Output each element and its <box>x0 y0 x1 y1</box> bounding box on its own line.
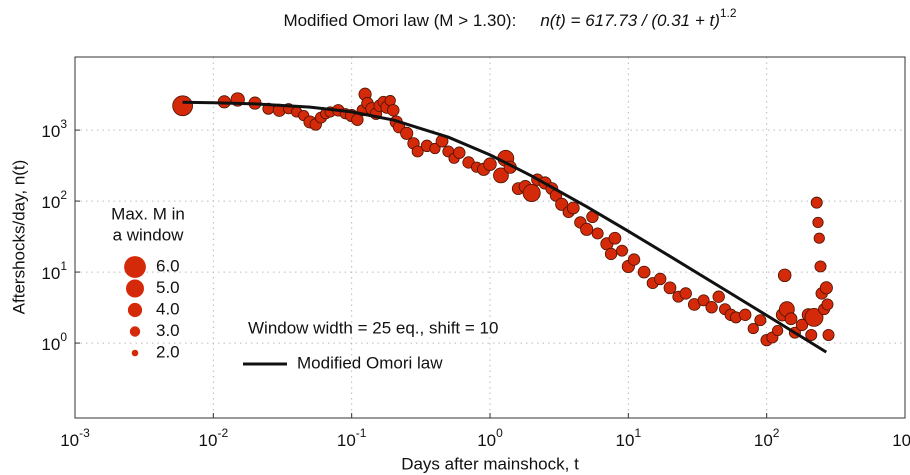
scatter-point <box>566 201 580 215</box>
scatter-point <box>805 328 818 341</box>
size-legend-dot <box>127 302 143 318</box>
curve-line <box>182 100 828 354</box>
title-text: Modified Omori law (M > 1.30): <box>283 11 516 30</box>
size-legend-label: 3.0 <box>156 321 180 340</box>
scatter-point <box>814 260 827 273</box>
scatter-point <box>604 247 618 261</box>
scatter-point <box>754 314 767 327</box>
y-tick-label: 102 <box>41 188 67 212</box>
scatter-point <box>663 281 677 295</box>
scatter-point <box>821 298 834 311</box>
scatter-point <box>591 227 604 240</box>
scatter-point <box>616 244 628 257</box>
size-legend-label: 6.0 <box>156 256 180 275</box>
scatter-point <box>679 287 692 300</box>
scatter-point <box>580 222 594 236</box>
scatter-point <box>493 167 509 184</box>
plot-area <box>75 57 905 418</box>
y-axis-label: Aftershocks/day, n(t) <box>9 160 28 315</box>
y-tick-label: 100 <box>41 330 67 354</box>
scatter-point <box>784 312 798 326</box>
scatter-point <box>705 301 718 314</box>
scatter-point <box>739 308 752 321</box>
x-tick-label: 103 <box>892 426 910 450</box>
scatter-point <box>627 253 641 266</box>
scatter-point <box>483 157 497 172</box>
y-tick-label: 103 <box>41 117 67 141</box>
scatter-point <box>522 183 541 203</box>
scatter-point <box>608 231 622 245</box>
scatter-point <box>812 216 824 229</box>
size-legend-dot <box>124 256 146 278</box>
x-tick-label: 100 <box>477 426 503 450</box>
size-legend-label: 4.0 <box>156 299 180 318</box>
x-tick-label: 10-3 <box>60 426 90 450</box>
scatter-point <box>400 126 414 140</box>
x-tick-label: 101 <box>616 426 642 450</box>
scatter-point <box>637 265 651 279</box>
scatter-point <box>819 281 833 295</box>
scatter-point <box>795 318 809 332</box>
scatter-point <box>772 324 784 337</box>
size-legend-dot <box>131 349 139 357</box>
x-tick-label: 10-2 <box>199 426 229 450</box>
annotation: Window width = 25 eq., shift = 10 <box>248 318 498 337</box>
scatter-point <box>712 290 725 303</box>
size-legend-dot <box>126 279 144 298</box>
scatter-point <box>813 232 825 244</box>
scatter-point <box>747 322 759 335</box>
scatter-point <box>172 95 193 117</box>
scatter-point <box>777 268 792 283</box>
scatter-point <box>697 294 710 307</box>
y-tick-label: 101 <box>41 259 67 283</box>
x-axis-label: Days after mainshock, t <box>401 454 579 473</box>
size-legend-title: a window <box>113 225 185 244</box>
scatter-point <box>411 145 424 158</box>
scatter-point <box>822 328 835 341</box>
title-formula: n(t) = 617.73 / (0.31 + t)1.2 <box>540 6 737 30</box>
size-legend-title: Max. M in <box>111 204 185 223</box>
legend-label: Modified Omori law <box>297 353 443 372</box>
x-tick-label: 102 <box>754 426 780 450</box>
size-legend-label: 5.0 <box>156 278 180 297</box>
scatter-point <box>387 104 400 117</box>
scatter-point <box>654 272 667 286</box>
scatter-point <box>555 197 569 211</box>
scatter-point <box>453 146 466 159</box>
scatter-point <box>804 307 824 327</box>
plot-frame <box>74 56 906 419</box>
scatter-point <box>429 142 441 155</box>
size-legend-label: 2.0 <box>156 342 180 361</box>
x-tick-label: 10-1 <box>337 426 367 450</box>
chart-title: Modified Omori law (M > 1.30): n(t) = 617… <box>283 6 736 30</box>
size-legend-dot <box>129 326 141 337</box>
scatter-point <box>810 196 823 209</box>
